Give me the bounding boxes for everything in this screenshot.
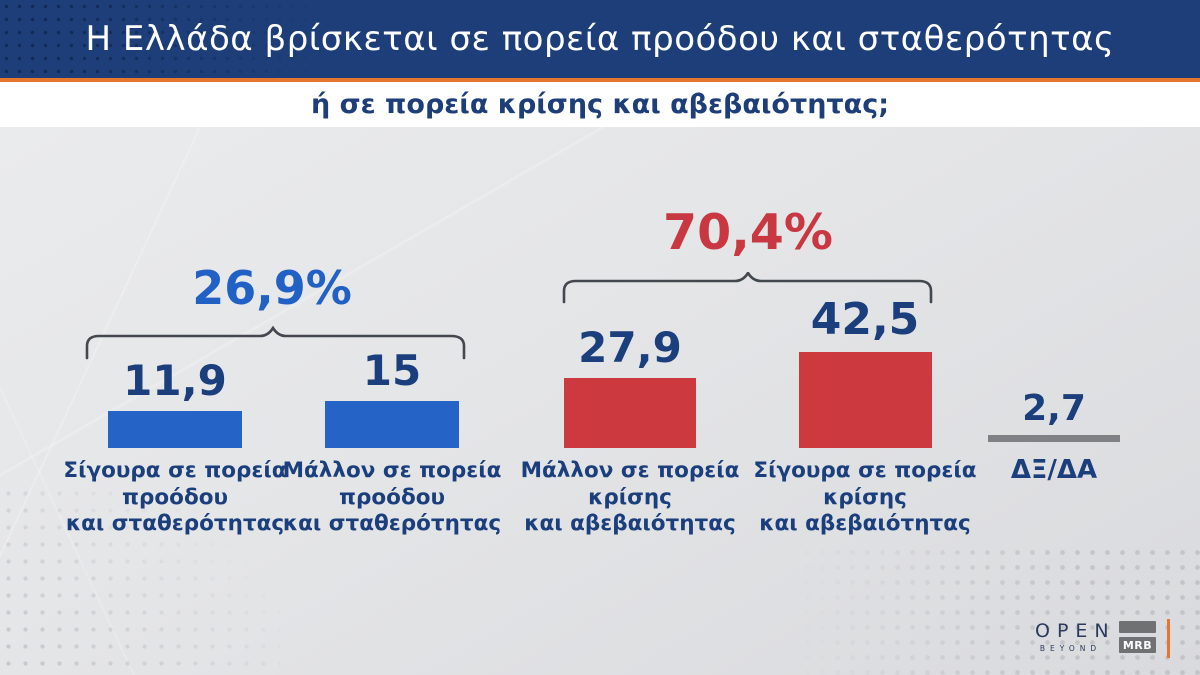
dk-label: ΔΞ/ΔΑ bbox=[1010, 455, 1098, 485]
mrb-logo-wordmark: MRB bbox=[1119, 637, 1156, 653]
open-logo-tagline: BEYOND bbox=[1039, 644, 1102, 653]
orange-divider bbox=[0, 78, 1200, 82]
bottom-left-dot-texture bbox=[0, 485, 280, 675]
bar-value-3: 27,9 bbox=[578, 323, 682, 372]
bar-value-1: 11,9 bbox=[123, 356, 227, 405]
orange-accent-line bbox=[1167, 619, 1170, 658]
bar-label-2: Μάλλον σε πορεία προόδου και σταθερότητα… bbox=[282, 458, 502, 536]
dk-value: 2,7 bbox=[1022, 388, 1086, 429]
group-total-progress: 26,9% bbox=[192, 261, 352, 315]
page-title: Η Ελλάδα βρίσκεται σε πορεία προόδου και… bbox=[85, 19, 1115, 59]
mrb-logo: MRB bbox=[1119, 621, 1156, 653]
page-subtitle: ή σε πορεία κρίσης και αβεβαιότητας; bbox=[310, 89, 890, 120]
bar-label-3: Μάλλον σε πορεία κρίσης και αβεβαιότητας bbox=[520, 458, 740, 536]
subtitle-band bbox=[0, 82, 1200, 127]
header-band bbox=[0, 0, 1200, 78]
open-tv-logo: OPEN BEYOND bbox=[1028, 620, 1116, 653]
dk-underline bbox=[988, 435, 1120, 442]
header-dot-texture bbox=[0, 0, 340, 78]
group-total-crisis: 70,4% bbox=[663, 204, 833, 261]
bar-rather-progress bbox=[325, 401, 459, 448]
bar-value-2: 15 bbox=[362, 346, 422, 395]
group-bracket-crisis bbox=[562, 272, 933, 304]
bar-surely-crisis bbox=[799, 352, 932, 448]
mrb-logo-bar bbox=[1119, 621, 1156, 633]
bar-label-4: Σίγουρα σε πορεία κρίσης και αβεβαιότητα… bbox=[753, 458, 977, 536]
bar-rather-crisis bbox=[564, 378, 696, 448]
bar-surely-progress bbox=[108, 411, 242, 448]
bar-value-4: 42,5 bbox=[810, 294, 920, 345]
open-logo-wordmark: OPEN bbox=[1035, 620, 1116, 642]
bar-label-1: Σίγουρα σε πορεία προόδου και σταθερότητ… bbox=[63, 458, 287, 536]
group-bracket-progress bbox=[85, 326, 466, 360]
bottom-right-dot-texture bbox=[770, 545, 1200, 675]
